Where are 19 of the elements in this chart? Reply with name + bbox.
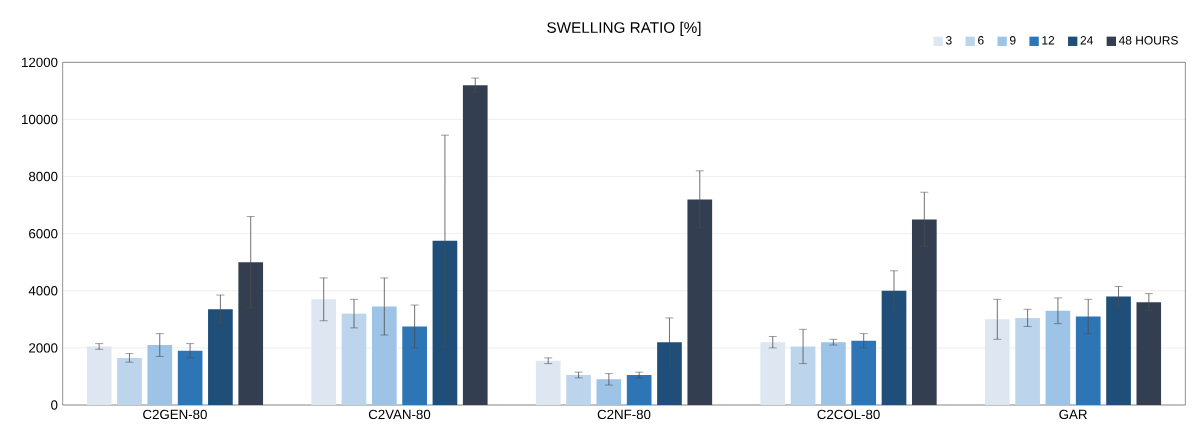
x-tick-label: C2NF-80 xyxy=(597,409,651,420)
legend-label: 6 xyxy=(978,36,984,45)
legend-label: 12 xyxy=(1042,36,1055,45)
y-tick-label: 0 xyxy=(51,400,58,410)
chart-title: SWELLING RATIO [%] xyxy=(547,21,701,36)
x-tick-label: C2VAN-80 xyxy=(368,409,431,420)
y-tick-label: 6000 xyxy=(29,228,58,239)
legend-label: 9 xyxy=(1010,36,1016,45)
y-tick-label: 12000 xyxy=(22,57,58,68)
x-tick-label: C2COL-80 xyxy=(817,409,880,420)
legend-label: 48 HOURS xyxy=(1118,36,1178,45)
y-tick-label: 2000 xyxy=(29,343,58,353)
legend-label: 3 xyxy=(945,36,952,45)
y-tick-label: 8000 xyxy=(29,171,58,182)
legend-label: 24 xyxy=(1080,36,1093,45)
x-tick-label: GAR xyxy=(1059,409,1087,420)
x-tick-label: C2GEN-80 xyxy=(143,409,207,420)
y-tick-label: 10000 xyxy=(22,114,58,125)
y-tick-label: 4000 xyxy=(28,286,58,296)
